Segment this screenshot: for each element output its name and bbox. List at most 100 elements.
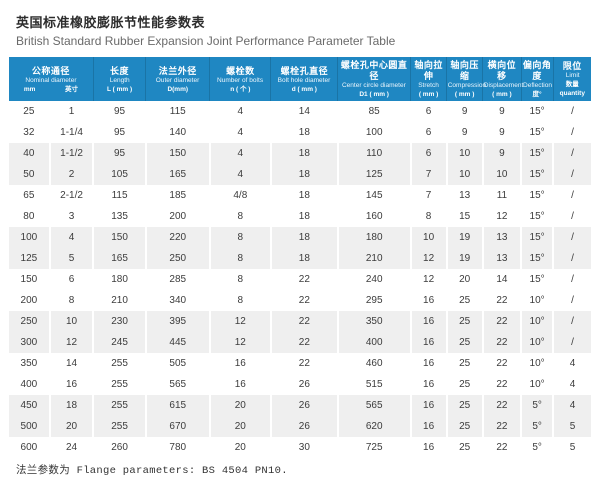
footer-note: 法兰参数为 Flange parameters: BS 4504 PN10. xyxy=(16,465,288,477)
table-row: 150 6 180 285 8 22 240 12 20 14 15° / xyxy=(9,269,591,290)
table-cell: 50 xyxy=(23,169,35,180)
table-cell: 10 xyxy=(409,227,447,248)
table-cell: 10 xyxy=(481,164,522,185)
table-cell: 10° xyxy=(520,290,554,311)
col-header-compression: 轴向压缩 Compression ( mm ) xyxy=(446,57,486,101)
header-label-en: Nominal diameter xyxy=(25,76,77,84)
table-row: 80 3 135 200 8 18 160 8 15 12 15° / xyxy=(9,206,591,227)
header-label-en: Deflection xyxy=(522,82,552,89)
table-cell: 20 xyxy=(208,437,271,458)
table-cell: 670 xyxy=(144,416,210,437)
table-cell: 20 xyxy=(48,416,94,437)
table-cell: 260 xyxy=(92,437,146,458)
header-unit: 数量 quantity xyxy=(559,81,585,97)
table-cell: 15° xyxy=(520,185,554,206)
title-block: 英国标准橡胶膨胀节性能参数表 British Standard Rubber E… xyxy=(9,12,591,48)
table-cell: 150 xyxy=(20,274,38,285)
table-cell: 8 xyxy=(409,206,447,227)
table-cell: 6 xyxy=(409,143,447,164)
table-cell: 16 xyxy=(409,437,447,458)
col-header-nominal-diameter: 公称通径 Nominal diameter mm 英寸 xyxy=(9,57,94,101)
table-cell: / xyxy=(552,164,591,185)
table-row: 250 10 230 395 12 22 350 16 25 22 10° / xyxy=(9,311,591,332)
table-cell: 600 xyxy=(20,442,38,453)
table-cell: 18 xyxy=(269,164,338,185)
table-cell: 460 xyxy=(336,353,411,374)
header-label-zh: 螺栓数 xyxy=(226,65,255,76)
header-label-en: Number of bolts xyxy=(217,76,264,84)
table-cell: 25 xyxy=(445,290,483,311)
page-title-en: British Standard Rubber Expansion Joint … xyxy=(16,34,396,48)
table-cell: 340 xyxy=(144,290,210,311)
table-cell: 255 xyxy=(92,353,146,374)
table-cell: 9 xyxy=(481,143,522,164)
table-cell: 22 xyxy=(481,332,522,353)
table-cell: 18 xyxy=(269,143,338,164)
table-cell: 100 xyxy=(336,122,411,143)
table-cell: 95 xyxy=(92,122,146,143)
table-cell: 145 xyxy=(336,185,411,206)
table-cell: 16 xyxy=(409,374,447,395)
table-cell: 22 xyxy=(481,395,522,416)
header-row: 公称通径 Nominal diameter mm 英寸 长度 Length L … xyxy=(9,57,591,101)
table-cell: 615 xyxy=(144,395,210,416)
table-cell: 16 xyxy=(208,374,271,395)
table-cell: 95 xyxy=(92,143,146,164)
col-header-number-of-bolts: 螺栓数 Number of bolts n ( 个 ) xyxy=(209,57,271,101)
table-cell: 15 xyxy=(445,206,483,227)
table-cell: 8 xyxy=(48,290,94,311)
table-cell: 400 xyxy=(336,332,411,353)
table-cell: 4 xyxy=(48,227,94,248)
table-cell: 20 xyxy=(208,395,271,416)
table-cell: 18 xyxy=(48,395,94,416)
table-row: 50 2 105 165 4 18 125 7 10 10 15° / xyxy=(9,164,591,185)
table-cell: 8 xyxy=(208,248,271,269)
table-cell: / xyxy=(552,101,591,122)
table-cell: 565 xyxy=(336,395,411,416)
table-cell: 135 xyxy=(92,206,146,227)
table-cell: 16 xyxy=(409,290,447,311)
table-row: 125 5 165 250 8 18 210 12 19 13 15° / xyxy=(9,248,591,269)
table-cell: 300 xyxy=(20,337,38,348)
table-cell: 8 xyxy=(208,269,271,290)
table-cell: 15° xyxy=(520,101,554,122)
table-cell: 4 xyxy=(208,143,271,164)
table-cell: 2 xyxy=(48,164,94,185)
table-cell: 165 xyxy=(144,164,210,185)
table-row: 400 16 255 565 16 26 515 16 25 22 10° 4 xyxy=(9,374,591,395)
table-cell: 115 xyxy=(92,185,146,206)
table-cell: 65 xyxy=(23,190,35,201)
table-cell: 10 xyxy=(445,164,483,185)
table-cell: 26 xyxy=(269,395,338,416)
table-cell: 1-1/2 xyxy=(48,143,94,164)
table-cell: / xyxy=(552,206,591,227)
table-cell: 505 xyxy=(144,353,210,374)
table-cell: 210 xyxy=(92,290,146,311)
header-unit: D(mm) xyxy=(167,85,189,93)
table-cell: 22 xyxy=(481,374,522,395)
col-header-displacement: 横向位移 Displacement ( mm ) xyxy=(482,57,523,101)
table-cell: 16 xyxy=(409,416,447,437)
table-cell: 10° xyxy=(520,332,554,353)
table-cell: 110 xyxy=(336,143,411,164)
header-unit: ( mm ) xyxy=(418,91,439,98)
table-cell: 240 xyxy=(336,269,411,290)
table-cell: 125 xyxy=(336,164,411,185)
table-cell: 22 xyxy=(481,416,522,437)
table-row: 200 8 210 340 8 22 295 16 25 22 10° / xyxy=(9,290,591,311)
table-cell: 13 xyxy=(445,185,483,206)
table-cell: 165 xyxy=(92,248,146,269)
header-label-zh: 螺栓孔中心圆直径 xyxy=(340,60,408,81)
table-cell: 185 xyxy=(144,185,210,206)
table-cell: 15° xyxy=(520,143,554,164)
table-cell: 10° xyxy=(520,311,554,332)
table-cell: 200 xyxy=(144,206,210,227)
table-cell: / xyxy=(552,122,591,143)
table-cell: 445 xyxy=(144,332,210,353)
table-cell: 22 xyxy=(481,311,522,332)
table-row: 300 12 245 445 12 22 400 16 25 22 10° / xyxy=(9,332,591,353)
table-cell: 295 xyxy=(336,290,411,311)
table-cell: 32 xyxy=(23,127,35,138)
table-cell: 255 xyxy=(92,416,146,437)
